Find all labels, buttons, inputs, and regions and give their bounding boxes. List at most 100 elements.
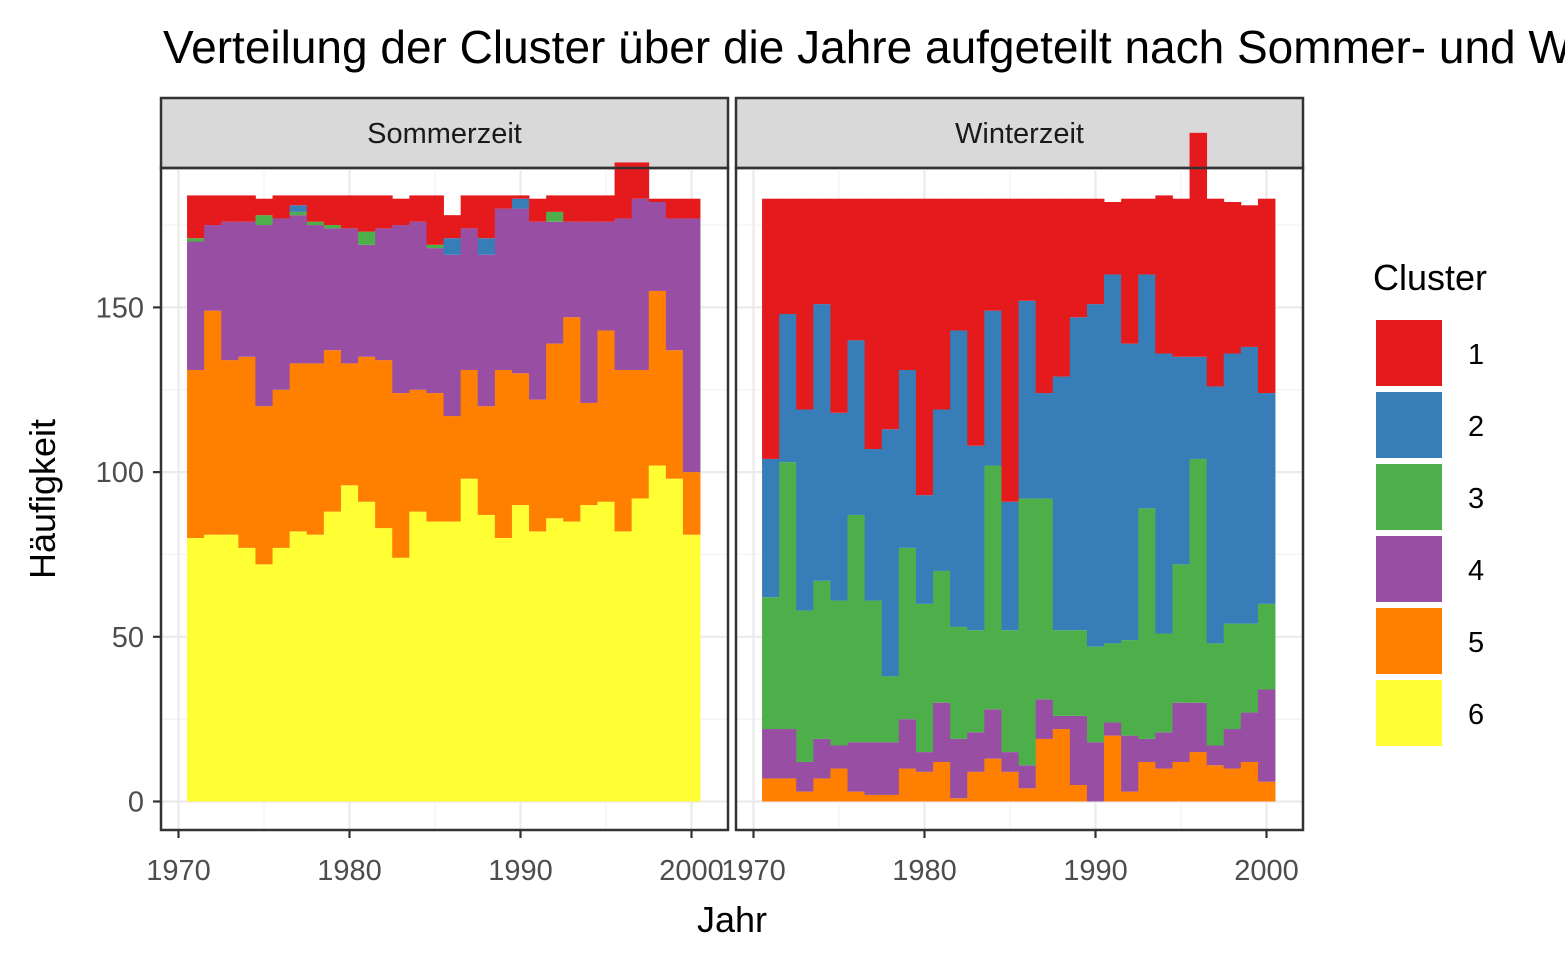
bar-segment-cluster-5-1985 [1001,771,1019,802]
x-axis-title: Jahr [697,899,767,940]
x-tick-label: 1970 [146,855,211,887]
bar-segment-cluster-2-1976 [847,340,866,515]
bar-segment-cluster-4-1974 [813,738,831,779]
bar-segment-cluster-3-1997 [1206,643,1225,746]
bar-segment-cluster-3-1989 [1069,630,1088,716]
bar-segment-cluster-4-1973 [221,221,239,361]
bar-segment-cluster-5-1973 [221,360,239,535]
bar-segment-cluster-4-1983 [392,225,410,394]
bar-segment-cluster-2-1992 [1121,343,1139,641]
bar-segment-cluster-2-1971 [762,458,780,598]
bar-segment-cluster-1-1975 [255,198,273,216]
legend-title: Cluster [1373,257,1487,298]
legend-label-cluster-4: 4 [1468,555,1484,587]
bar-segment-cluster-1-1991 [529,198,547,222]
bar-segment-cluster-4-1993 [1138,738,1156,762]
bar-segment-cluster-3-1986 [1018,498,1037,766]
bar-segment-cluster-6-1985 [426,521,444,802]
bar-segment-cluster-1-1999 [1240,205,1259,347]
bar-segment-cluster-2-2000 [1257,393,1276,604]
bar-segment-cluster-2-1985 [1001,501,1019,631]
bar-segment-cluster-2-1990 [1086,304,1105,647]
bar-segment-cluster-3-1980 [915,603,934,753]
bar-segment-cluster-6-1980 [340,485,359,802]
bar-segment-cluster-2-1998 [1223,353,1242,624]
bar-segment-cluster-3-1976 [847,514,866,743]
bar-segment-cluster-2-1979 [898,369,917,548]
bar-segment-cluster-1-1990 [511,195,530,199]
bar-segment-cluster-1-1978 [881,198,900,430]
bar-segment-cluster-2-1986 [443,238,462,255]
bar-segment-cluster-2-1984 [984,310,1002,466]
x-tick-label: 1980 [317,855,382,887]
bar-segment-cluster-4-1979 [323,228,342,351]
bar-segment-cluster-2-1972 [779,313,797,463]
legend-swatch-cluster-3 [1376,464,1442,530]
bar-segment-cluster-6-1993 [563,521,581,802]
bar-segment-cluster-1-1972 [204,195,222,226]
bar-segment-cluster-1-1977 [864,198,883,450]
bar-segment-cluster-2-1988 [1052,376,1071,631]
y-axis: 0 50 100 150 [96,292,161,819]
bar-segment-cluster-5-1973 [796,791,814,802]
bar-segment-cluster-1-1996 [1189,132,1208,357]
bar-segment-cluster-3-1983 [967,630,985,733]
bar-segment-cluster-1-1994 [580,195,598,222]
bar-segment-cluster-3-1979 [323,225,342,229]
x-tick-label: 1990 [488,855,553,887]
bar-segment-cluster-4-1989 [1069,715,1088,786]
bar-segment-cluster-5-1995 [597,330,615,502]
legend-swatch-cluster-6 [1376,680,1442,746]
bar-segment-cluster-6-1988 [477,514,496,802]
bar-segment-cluster-1-1993 [563,195,581,222]
bar-segment-cluster-2-1975 [830,412,848,601]
bar-segment-cluster-5-1998 [1223,768,1242,802]
bar-segment-cluster-4-1978 [881,742,900,795]
bar-segment-cluster-3-1975 [255,215,273,226]
bar-segment-cluster-5-1975 [255,406,273,565]
bar-segment-cluster-1-1977 [289,195,308,206]
bar-segment-cluster-6-1971 [187,537,205,802]
bar-segment-cluster-5-1992 [546,343,564,519]
bar-segment-cluster-5-1971 [187,369,205,538]
bar-segment-cluster-4-1985 [1001,752,1019,772]
bar-segment-cluster-4-1975 [830,745,848,769]
bar-segment-cluster-1-1989 [1069,198,1088,318]
bar-segment-cluster-3-1985 [1001,630,1019,753]
bar-segment-cluster-5-1977 [289,363,308,532]
bar-segment-cluster-4-1997 [1206,745,1225,766]
x-tick-label: 1980 [892,855,957,887]
bar-segment-cluster-4-1986 [1018,765,1037,789]
panel-border-sommerzeit [159,166,730,832]
bar-segment-cluster-3-1974 [813,580,831,739]
bar-segment-cluster-5-1984 [984,758,1002,802]
bar-segment-cluster-4-1992 [1121,735,1139,792]
bar-segment-cluster-2-1977 [289,205,308,212]
bar-segment-cluster-5-1988 [1052,729,1071,802]
bar-segment-cluster-1-1976 [272,195,291,219]
legend-swatch-cluster-4 [1376,536,1442,602]
bar-segment-cluster-1-1981 [933,198,951,410]
bar-segment-cluster-6-1978 [306,534,325,802]
bar-segment-cluster-4-2000 [682,218,701,473]
panel-winterzeit: Winterzeit 1970 1980 1990 2000 [721,96,1305,887]
bar-segment-cluster-3-1971 [187,238,205,242]
x-tick-label: 2000 [659,855,724,887]
bar-segment-cluster-6-2000 [682,534,701,802]
bar-segment-cluster-5-2000 [682,472,701,535]
bar-segment-cluster-2-1995 [1172,356,1190,565]
bar-segment-cluster-3-2000 [1257,603,1276,690]
bar-segment-cluster-4-1972 [204,225,222,311]
legend-items: 1 2 3 4 5 6 [1376,320,1484,746]
bar-segment-cluster-6-1996 [614,531,633,802]
bar-segment-cluster-4-1974 [238,221,256,357]
bar-segment-cluster-5-1993 [563,317,581,522]
bar-segment-cluster-5-1996 [614,369,633,532]
bar-segment-cluster-1-1992 [1121,198,1139,344]
bar-segment-cluster-4-1990 [1086,742,1105,802]
bar-segment-cluster-1-1987 [1035,198,1054,394]
bars-sommerzeit [187,162,701,802]
bar-segment-cluster-5-1982 [375,360,393,529]
bar-segment-cluster-5-1978 [306,363,325,535]
legend-label-cluster-5: 5 [1468,627,1484,659]
